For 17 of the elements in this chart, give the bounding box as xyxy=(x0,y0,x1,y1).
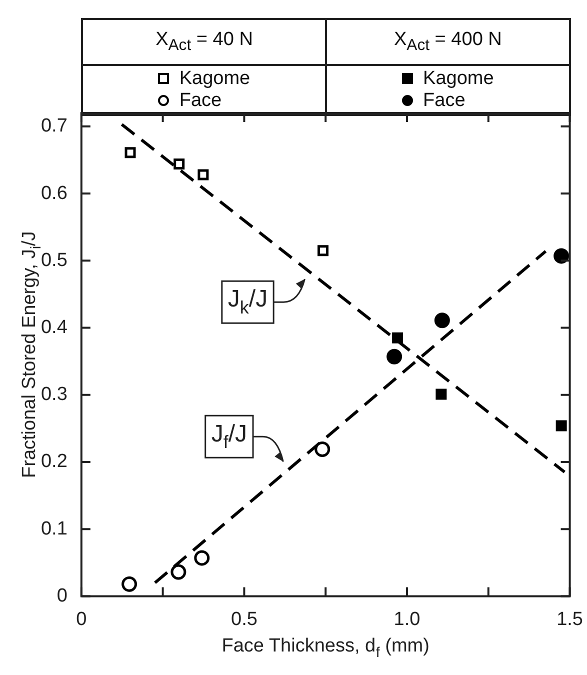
x-tick-label: 0 xyxy=(76,608,87,630)
x-tick-label: 0.5 xyxy=(230,608,258,630)
text: X$_{Act}$ = 40 N xyxy=(82,19,326,65)
y-tick-label: 0.5 xyxy=(40,250,68,271)
x-tick-label: 1.5 xyxy=(556,608,584,630)
y-tick-label: 0 xyxy=(56,585,68,606)
y-tick-label: 0.3 xyxy=(40,384,68,406)
legend-label: Face xyxy=(179,90,222,111)
legend-label: Face xyxy=(423,90,466,111)
y-tick-label: 0.7 xyxy=(40,116,68,137)
legend-label: Kagome xyxy=(179,68,250,89)
y-tick-label: 0.4 xyxy=(40,316,68,338)
y-tick-label: 0.6 xyxy=(40,182,68,204)
y-tick-label: 0.1 xyxy=(40,518,68,540)
text: X$_{Act}$ = 400 N xyxy=(326,19,570,65)
x-tick-label: 1.0 xyxy=(394,608,420,630)
legend-label: Kagome xyxy=(423,68,494,89)
